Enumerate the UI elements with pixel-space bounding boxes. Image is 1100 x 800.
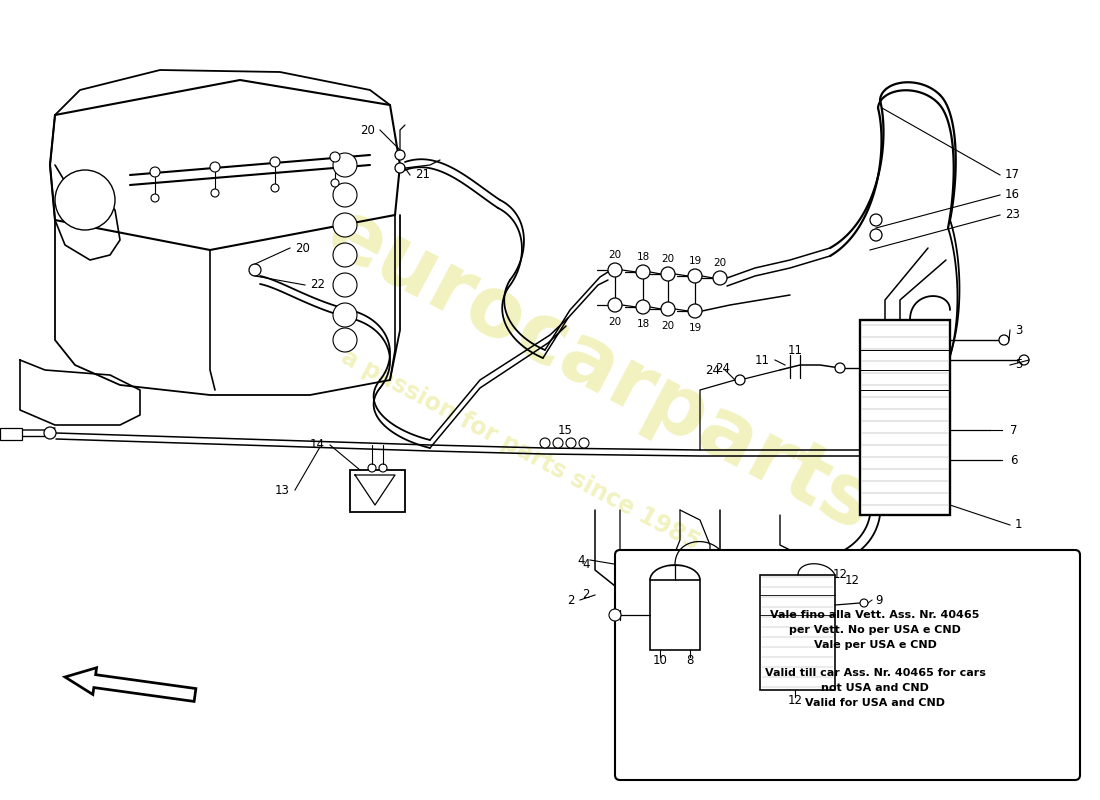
Bar bbox=[350, 470, 405, 512]
Text: 20: 20 bbox=[608, 317, 622, 327]
Text: 12: 12 bbox=[788, 694, 803, 706]
Text: 18: 18 bbox=[637, 252, 650, 262]
Circle shape bbox=[368, 464, 376, 472]
Text: 20: 20 bbox=[661, 321, 674, 331]
Text: 11: 11 bbox=[788, 343, 803, 357]
Text: 2: 2 bbox=[583, 589, 590, 602]
Text: 20: 20 bbox=[295, 242, 310, 254]
Text: 14: 14 bbox=[310, 438, 324, 451]
Text: Valid till car Ass. Nr. 40465 for cars
not USA and CND
Valid for USA and CND: Valid till car Ass. Nr. 40465 for cars n… bbox=[764, 668, 986, 707]
Circle shape bbox=[636, 300, 650, 314]
Text: 5: 5 bbox=[1015, 358, 1022, 371]
Text: 13: 13 bbox=[275, 483, 290, 497]
Text: 6: 6 bbox=[1010, 454, 1018, 466]
Bar bbox=[860, 320, 950, 515]
Circle shape bbox=[870, 229, 882, 241]
Circle shape bbox=[271, 184, 279, 192]
Circle shape bbox=[1019, 355, 1028, 365]
Circle shape bbox=[333, 153, 358, 177]
Text: 4: 4 bbox=[578, 554, 585, 566]
Circle shape bbox=[715, 585, 725, 595]
Circle shape bbox=[688, 304, 702, 318]
Text: 10: 10 bbox=[652, 654, 668, 666]
Text: Vale fino alla Vett. Ass. Nr. 40465
per Vett. No per USA e CND
Vale per USA e CN: Vale fino alla Vett. Ass. Nr. 40465 per … bbox=[770, 610, 980, 650]
Circle shape bbox=[44, 427, 56, 439]
Circle shape bbox=[379, 464, 387, 472]
Circle shape bbox=[333, 328, 358, 352]
Text: 8: 8 bbox=[686, 654, 694, 666]
Circle shape bbox=[636, 265, 650, 279]
Text: 21: 21 bbox=[415, 169, 430, 182]
Circle shape bbox=[210, 162, 220, 172]
Circle shape bbox=[333, 273, 358, 297]
Circle shape bbox=[211, 189, 219, 197]
Text: 7: 7 bbox=[1010, 423, 1018, 437]
Circle shape bbox=[835, 363, 845, 373]
Text: 20: 20 bbox=[714, 258, 727, 268]
Circle shape bbox=[553, 438, 563, 448]
FancyBboxPatch shape bbox=[615, 550, 1080, 780]
Text: 12: 12 bbox=[833, 569, 847, 582]
Circle shape bbox=[151, 194, 160, 202]
Circle shape bbox=[333, 213, 358, 237]
Circle shape bbox=[270, 157, 280, 167]
Circle shape bbox=[579, 438, 588, 448]
Text: 11: 11 bbox=[755, 354, 770, 366]
Circle shape bbox=[331, 179, 339, 187]
Circle shape bbox=[860, 599, 868, 607]
Bar bbox=[650, 580, 700, 650]
Circle shape bbox=[713, 271, 727, 285]
Text: 3: 3 bbox=[1015, 323, 1022, 337]
Circle shape bbox=[249, 264, 261, 276]
Text: 20: 20 bbox=[608, 250, 622, 260]
Text: eurocarparts: eurocarparts bbox=[312, 191, 888, 549]
Circle shape bbox=[999, 335, 1009, 345]
Text: a passion for parts since 1985: a passion for parts since 1985 bbox=[337, 345, 703, 555]
Text: 22: 22 bbox=[310, 278, 324, 291]
Circle shape bbox=[333, 243, 358, 267]
Circle shape bbox=[55, 170, 116, 230]
Circle shape bbox=[609, 609, 622, 621]
Text: 20: 20 bbox=[360, 123, 375, 137]
Circle shape bbox=[688, 269, 702, 283]
FancyArrow shape bbox=[65, 668, 196, 702]
Text: 17: 17 bbox=[1005, 169, 1020, 182]
Circle shape bbox=[608, 263, 622, 277]
Text: 15: 15 bbox=[558, 423, 572, 437]
Text: 16: 16 bbox=[1005, 189, 1020, 202]
Text: 24: 24 bbox=[705, 363, 720, 377]
Circle shape bbox=[395, 163, 405, 173]
Text: 18: 18 bbox=[637, 319, 650, 329]
Text: 19: 19 bbox=[689, 323, 702, 333]
Circle shape bbox=[333, 183, 358, 207]
Text: 24: 24 bbox=[715, 362, 730, 374]
Text: 9: 9 bbox=[874, 594, 882, 606]
Text: 19: 19 bbox=[689, 256, 702, 266]
Circle shape bbox=[150, 167, 160, 177]
Circle shape bbox=[661, 267, 675, 281]
Circle shape bbox=[395, 150, 405, 160]
Text: 12: 12 bbox=[845, 574, 860, 586]
Circle shape bbox=[661, 302, 675, 316]
Circle shape bbox=[333, 303, 358, 327]
Text: 2: 2 bbox=[568, 594, 575, 606]
Circle shape bbox=[608, 298, 622, 312]
Circle shape bbox=[566, 438, 576, 448]
Bar bbox=[760, 575, 835, 690]
Circle shape bbox=[870, 214, 882, 226]
Bar bbox=[0, 428, 22, 440]
Text: 1: 1 bbox=[1015, 518, 1023, 531]
Circle shape bbox=[330, 152, 340, 162]
Circle shape bbox=[540, 438, 550, 448]
Text: 20: 20 bbox=[661, 254, 674, 264]
Circle shape bbox=[735, 375, 745, 385]
Text: 23: 23 bbox=[1005, 209, 1020, 222]
Text: 4: 4 bbox=[583, 558, 590, 571]
